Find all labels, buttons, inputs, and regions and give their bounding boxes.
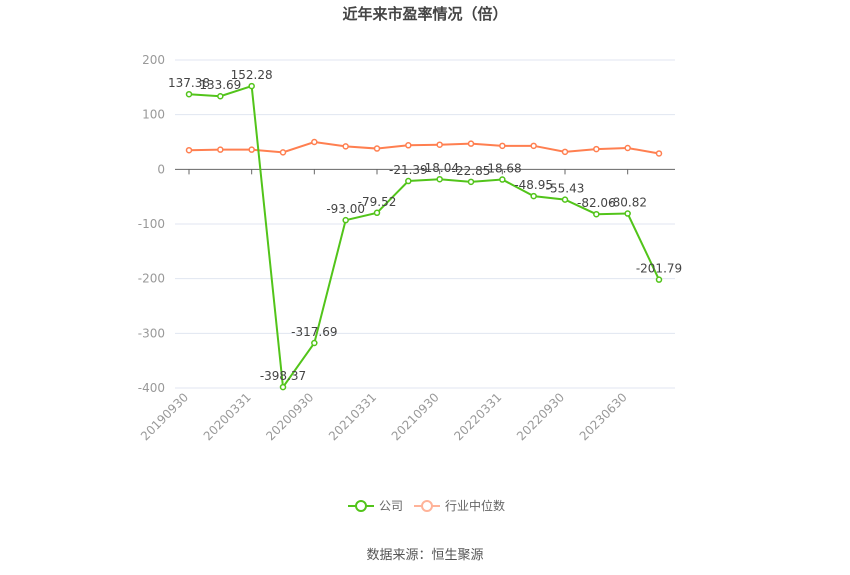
data-label: -18.68 xyxy=(483,162,522,176)
data-point-industry-median[interactable] xyxy=(373,145,381,152)
data-label: 133.69 xyxy=(199,78,241,92)
data-label: -398.37 xyxy=(260,369,306,383)
data-point-industry-median[interactable] xyxy=(624,144,631,152)
data-label: -48.95 xyxy=(514,178,553,192)
data-point-company[interactable] xyxy=(624,210,631,217)
data-point-company[interactable] xyxy=(655,276,663,283)
y-tick-label: 0 xyxy=(157,162,165,176)
legend-label-company: 公司 xyxy=(379,499,403,513)
legend-item-company[interactable]: 公司 xyxy=(348,499,403,513)
x-tick-label: 20190930 xyxy=(138,390,191,443)
legend: 公司 行业中位数 xyxy=(348,498,505,513)
data-label: -22.85 xyxy=(452,164,491,178)
x-tick-label: 20210331 xyxy=(326,390,379,443)
x-tick-label: 20200930 xyxy=(263,390,316,443)
data-label: -317.69 xyxy=(291,325,337,339)
data-point-industry-median[interactable] xyxy=(467,140,475,147)
legend-marker-company xyxy=(355,500,367,512)
legend-marker-industry-median xyxy=(421,500,433,512)
data-label: -79.52 xyxy=(358,195,397,209)
data-label: -18.04 xyxy=(420,161,459,175)
data-point-company[interactable] xyxy=(311,339,318,347)
data-label: -55.43 xyxy=(546,182,585,196)
y-tick-label: -100 xyxy=(138,217,165,231)
data-point-company[interactable] xyxy=(561,196,569,203)
data-point-industry-median[interactable] xyxy=(311,138,318,146)
legend-label-industry-median: 行业中位数 xyxy=(445,498,505,513)
data-point-company[interactable] xyxy=(373,209,381,217)
data-point-company[interactable] xyxy=(342,216,349,224)
data-label: -80.82 xyxy=(608,196,647,210)
y-tick-label: 100 xyxy=(142,108,165,122)
data-point-industry-median[interactable] xyxy=(499,142,506,150)
data-label: -93.00 xyxy=(326,202,365,216)
data-point-company[interactable] xyxy=(217,92,224,100)
data-point-industry-median[interactable] xyxy=(655,150,663,157)
data-point-company[interactable] xyxy=(185,90,193,98)
data-point-industry-median[interactable] xyxy=(217,146,224,153)
data-point-industry-median[interactable] xyxy=(185,146,193,154)
data-point-company[interactable] xyxy=(248,82,255,90)
data-point-company[interactable] xyxy=(499,176,506,183)
data-point-industry-median[interactable] xyxy=(436,141,443,148)
data-point-company[interactable] xyxy=(405,177,412,185)
data-point-company[interactable] xyxy=(530,192,537,200)
data-point-industry-median[interactable] xyxy=(248,146,255,153)
data-point-company[interactable] xyxy=(593,210,600,218)
data-label: 152.28 xyxy=(231,68,273,82)
x-tick-label: 20200331 xyxy=(201,390,254,443)
data-source: 数据来源：恒生聚源 xyxy=(366,548,483,563)
data-point-industry-median[interactable] xyxy=(342,143,349,150)
data-label: -201.79 xyxy=(636,262,682,276)
chart-title: 近年来市盈率情况（倍） xyxy=(342,5,507,23)
series-line-company xyxy=(188,84,660,390)
x-tick-label: 20230630 xyxy=(577,390,630,443)
data-label: -82.06 xyxy=(577,196,616,210)
data-label: -21.39 xyxy=(389,163,428,177)
data-point-company[interactable] xyxy=(279,383,287,391)
data-point-industry-median[interactable] xyxy=(530,142,537,150)
x-tick-label: 20220331 xyxy=(451,390,504,443)
y-tick-label: -400 xyxy=(138,381,165,395)
data-point-industry-median[interactable] xyxy=(593,145,600,153)
data-point-company[interactable] xyxy=(467,178,475,186)
y-tick-label: -200 xyxy=(138,272,165,286)
data-point-industry-median[interactable] xyxy=(561,148,569,156)
data-point-industry-median[interactable] xyxy=(405,142,412,149)
y-tick-label: 200 xyxy=(142,53,165,67)
x-tick-label: 20220930 xyxy=(514,390,567,443)
x-tick-label: 20210930 xyxy=(389,390,442,443)
data-point-company[interactable] xyxy=(436,175,443,183)
y-tick-label: -300 xyxy=(138,326,165,340)
data-point-industry-median[interactable] xyxy=(279,149,287,156)
data-label: 137.38 xyxy=(168,76,210,90)
series-line-industry-median xyxy=(188,140,660,155)
legend-item-industry-median[interactable]: 行业中位数 xyxy=(414,498,505,513)
